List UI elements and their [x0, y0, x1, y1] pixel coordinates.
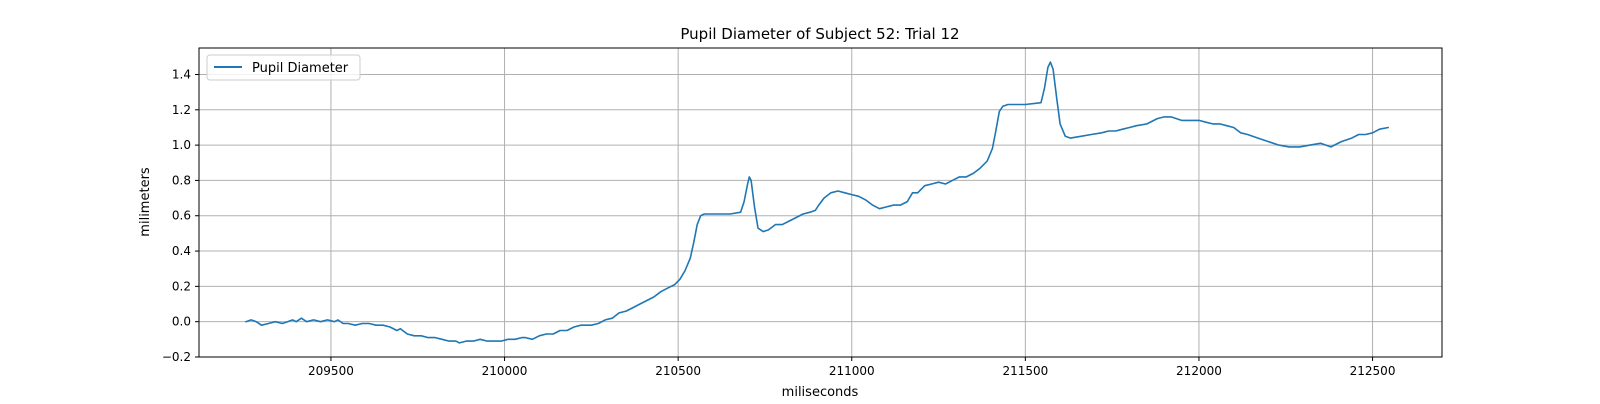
- y-tick-label: 0.2: [172, 279, 191, 293]
- y-tick-label: 1.0: [172, 138, 191, 152]
- x-tick-label: 211500: [1002, 364, 1048, 378]
- x-tick-label: 212500: [1350, 364, 1396, 378]
- y-tick-label: 1.4: [172, 67, 191, 81]
- x-tick-label: 210500: [655, 364, 701, 378]
- x-tick-label: 209500: [308, 364, 354, 378]
- legend-box: [206, 54, 361, 81]
- legend-label: Pupil Diameter: [252, 61, 349, 76]
- x-tick-label: 212000: [1176, 364, 1222, 378]
- y-tick-label: −0.2: [162, 350, 191, 364]
- y-axis-label: milimeters: [138, 167, 153, 237]
- y-tick-label: 1.2: [172, 103, 191, 117]
- chart-title: Pupil Diameter of Subject 52: Trial 12: [680, 25, 959, 43]
- x-tick-layer: 209500 210000 210500 211000 211500 212000 2125…: [308, 357, 1395, 378]
- x-tick-label: 210000: [482, 364, 528, 378]
- x-tick-label: 211000: [829, 364, 875, 378]
- x-axis-label: miliseconds: [782, 385, 859, 400]
- series-layer: [245, 61, 1389, 344]
- series-line-pupil-diameter: [245, 61, 1389, 344]
- y-tick-label: 0.6: [172, 209, 191, 223]
- y-tick-label: 0.4: [172, 244, 191, 258]
- y-tick-layer: −0.2 0.0 0.2 0.4 0.6 0.8 1.0 1.2 1.4: [162, 67, 199, 364]
- plot-frame: [198, 47, 1443, 358]
- y-tick-label: 0.8: [172, 173, 191, 187]
- y-tick-label: 0.0: [172, 315, 191, 329]
- legend: Pupil Diameter: [206, 54, 361, 81]
